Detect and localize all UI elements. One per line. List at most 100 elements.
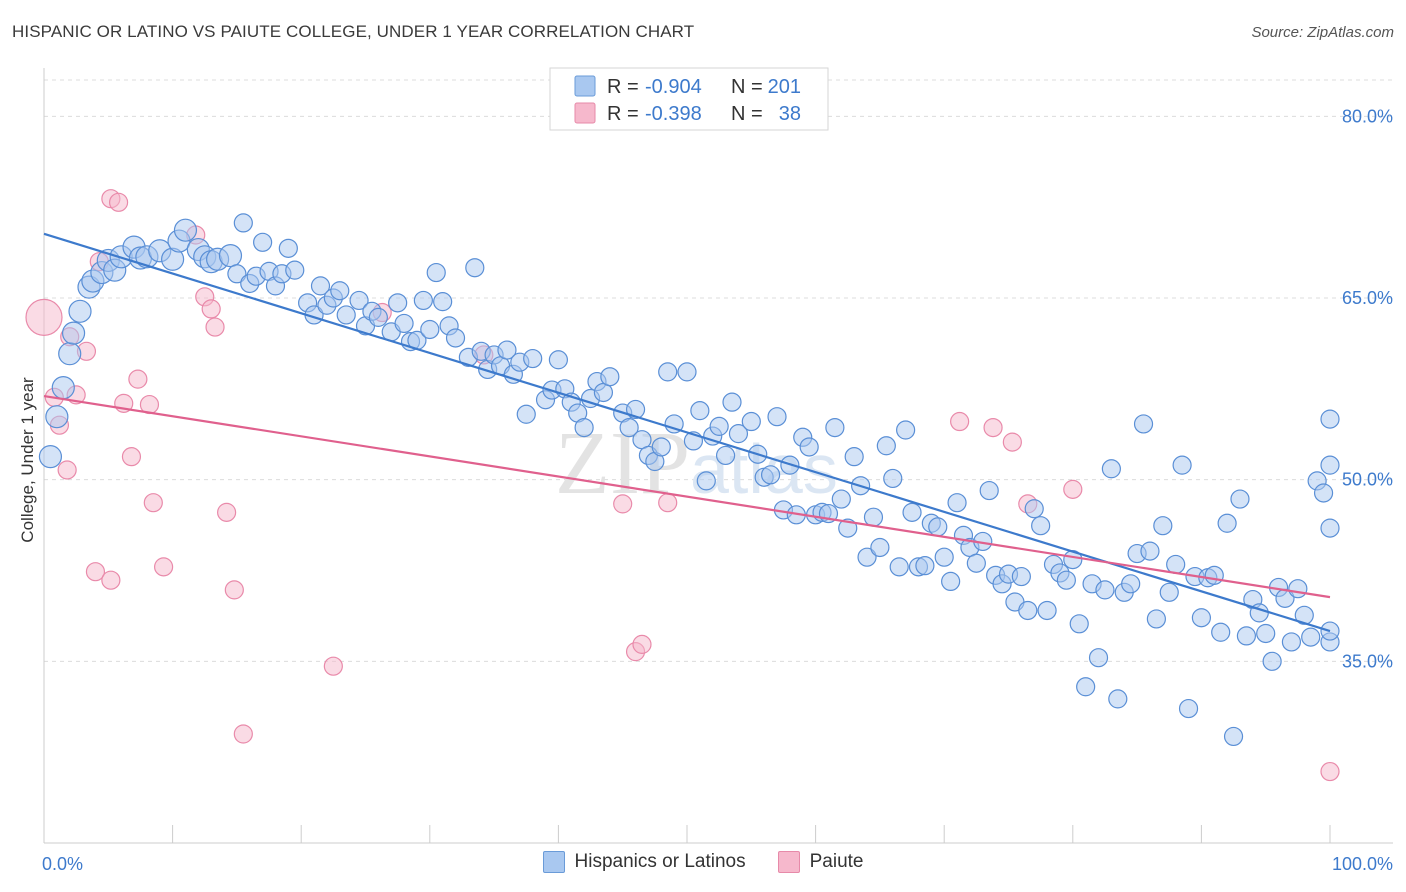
y-tick-label: 50.0%	[1342, 470, 1393, 490]
legend-box: R = -0.904 N = 201 R = -0.398 N = 38	[549, 67, 829, 131]
hispanic-point	[825, 417, 845, 438]
paiute-label: Paiute	[809, 851, 864, 872]
hispanic-point	[173, 218, 198, 242]
hispanic-point	[902, 502, 922, 522]
paiute-point	[658, 493, 678, 513]
hispanic-point	[947, 493, 967, 513]
hispanic-point	[548, 350, 569, 370]
hispanic-point	[709, 416, 729, 436]
hispanic-point	[883, 468, 903, 489]
hispanic-point	[516, 404, 536, 424]
paiute-point	[85, 562, 106, 582]
hispanic-point	[857, 547, 877, 567]
legend-item-hispanic[interactable]: Hispanics or Latinos	[542, 851, 746, 873]
hispanic-point	[1166, 554, 1186, 575]
hispanic-point	[600, 367, 620, 387]
hispanic-label: Hispanics or Latinos	[574, 851, 746, 872]
hispanic-point	[831, 489, 851, 509]
legend-swatch-paiute	[574, 102, 596, 124]
hispanic-point	[1294, 605, 1314, 625]
hispanic-trend-line	[43, 232, 1331, 633]
paiute-point	[101, 570, 121, 590]
hispanic-point	[310, 276, 331, 296]
hispanic-point	[1236, 626, 1257, 646]
hispanic-point	[1056, 570, 1076, 590]
hispanic-point	[625, 399, 646, 420]
hispanic-point	[1320, 518, 1340, 538]
y-tick-labels: 35.0% 50.0% 65.0% 80.0%	[1342, 106, 1393, 671]
hispanic-point	[760, 465, 781, 485]
hispanic-point	[876, 436, 896, 456]
paiute-point	[205, 317, 225, 337]
hispanic-point	[1153, 516, 1173, 536]
hispanic-point	[715, 445, 736, 466]
hispanic-point	[934, 547, 954, 567]
hispanic-point	[664, 414, 684, 434]
hispanic-point	[1262, 651, 1282, 671]
hispanic-point	[420, 319, 440, 340]
hispanic-point	[1301, 627, 1321, 647]
legend-n-label-2: N =	[731, 103, 763, 125]
hispanic-point	[68, 299, 92, 323]
paiute-point	[632, 634, 652, 654]
hispanic-point	[767, 407, 787, 427]
chart-title: HISPANIC OR LATINO VS PAIUTE COLLEGE, UN…	[12, 22, 695, 41]
hispanic-point	[1024, 499, 1044, 519]
paiute-point	[1002, 432, 1022, 452]
paiute-point	[25, 298, 63, 336]
hispanic-point	[838, 518, 858, 538]
hispanic-point	[1288, 579, 1308, 599]
paiute-point	[128, 369, 148, 389]
y-axis-title: College, Under 1 year	[18, 377, 37, 543]
hispanic-point	[863, 507, 884, 527]
hispanic-point	[61, 321, 86, 345]
paiute-point	[950, 411, 970, 432]
hispanic-point	[574, 417, 594, 438]
hispanic-point	[979, 480, 999, 501]
hispanic-point	[928, 517, 948, 537]
x-tick-label-min: 0.0%	[42, 854, 83, 874]
legend-n-label-1: N =	[731, 76, 763, 98]
hispanic-point	[1069, 614, 1089, 634]
paiute-point	[143, 493, 163, 513]
hispanic-point	[253, 232, 273, 252]
hispanic-point	[677, 362, 697, 382]
hispanic-point	[1281, 632, 1302, 652]
hispanic-point	[1037, 600, 1057, 621]
hispanic-point	[1095, 580, 1115, 600]
hispanic-point	[465, 258, 485, 278]
hispanic-point	[1133, 414, 1154, 434]
hispanic-point	[233, 213, 253, 233]
paiute-point	[108, 192, 129, 212]
hispanic-point	[915, 556, 935, 576]
y-tick-label: 80.0%	[1342, 106, 1393, 126]
hispanic-point	[497, 340, 517, 360]
hispanic-point	[368, 307, 388, 327]
hispanic-point	[1172, 455, 1192, 475]
hispanic-point	[426, 262, 446, 283]
hispanic-point	[651, 437, 671, 457]
hispanic-point	[1320, 455, 1340, 475]
hispanic-point	[38, 445, 63, 469]
hispanic-point	[728, 424, 749, 444]
legend-item-paiute[interactable]: Paiute	[777, 851, 864, 873]
paiute-point	[1063, 479, 1083, 499]
hispanic-point	[1076, 677, 1096, 697]
hispanic-point	[1256, 623, 1276, 644]
hispanic-point	[1320, 409, 1340, 429]
hispanic-point	[523, 348, 543, 369]
bottom-legend: Hispanics or Latinos Paiute	[0, 851, 1406, 873]
hispanic-point	[413, 290, 433, 311]
hispanic-point	[1217, 513, 1237, 533]
x-tick-label-max: 100.0%	[1332, 854, 1393, 874]
source-credit: Source: ZipAtlas.com	[1251, 24, 1394, 41]
hispanic-point	[799, 437, 819, 457]
hispanic-point	[394, 313, 414, 334]
legend-n-value-2: 38	[779, 103, 801, 125]
y-tick-label: 35.0%	[1342, 651, 1393, 671]
hispanic-point	[1178, 698, 1199, 719]
hispanic-point	[844, 447, 864, 467]
hispanic-point	[58, 342, 82, 366]
hispanic-point	[696, 471, 716, 491]
